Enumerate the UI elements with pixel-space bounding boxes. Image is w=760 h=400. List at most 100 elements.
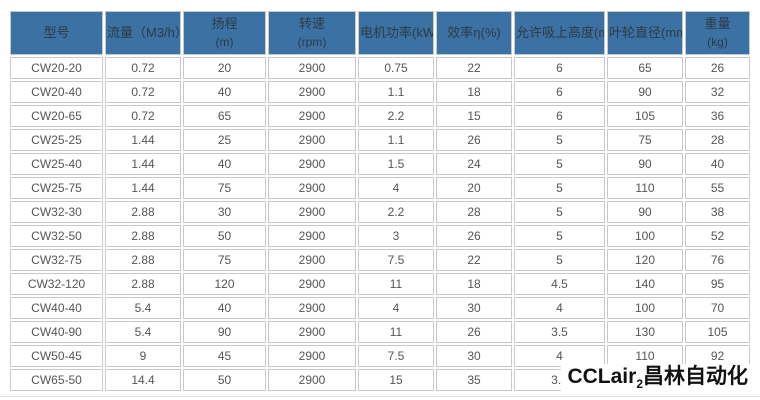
table-cell: 6 bbox=[514, 57, 605, 79]
table-cell: 2900 bbox=[268, 345, 356, 367]
table-cell: 55 bbox=[685, 177, 750, 199]
table-cell: 2900 bbox=[268, 81, 356, 103]
table-cell: 75 bbox=[607, 129, 683, 151]
table-cell: 14.4 bbox=[105, 369, 181, 391]
bottom-divider bbox=[0, 396, 760, 397]
table-cell: 45 bbox=[183, 345, 266, 367]
table-cell: 11 bbox=[358, 321, 434, 343]
table-cell: 2.88 bbox=[105, 249, 181, 271]
table-cell: 25 bbox=[183, 129, 266, 151]
table-cell: 5.4 bbox=[105, 321, 181, 343]
table-cell: CW32-75 bbox=[10, 249, 103, 271]
table-cell: CW32-30 bbox=[10, 201, 103, 223]
column-header: 型号 bbox=[10, 11, 103, 55]
table-cell: 30 bbox=[436, 297, 512, 319]
column-header-line1: 转速 bbox=[298, 15, 325, 31]
table-row: CW50-45 9 45 2900 7.5 30 4 110 92 bbox=[10, 345, 750, 367]
table-cell: 1.1 bbox=[358, 81, 434, 103]
table-cell: 28 bbox=[685, 129, 750, 151]
table-cell: 9 bbox=[105, 345, 181, 367]
table-cell: 140 bbox=[607, 273, 683, 295]
table-cell: 90 bbox=[183, 321, 266, 343]
column-header-line2: (kg) bbox=[707, 34, 728, 49]
table-cell: 52 bbox=[685, 225, 750, 247]
table-cell: 90 bbox=[607, 81, 683, 103]
table-cell: 18 bbox=[436, 81, 512, 103]
table-cell: 2900 bbox=[268, 321, 356, 343]
table-cell: 2900 bbox=[268, 249, 356, 271]
table-cell: 36 bbox=[685, 105, 750, 127]
table-cell: 2.2 bbox=[358, 105, 434, 127]
table-cell: 7.5 bbox=[358, 249, 434, 271]
table-cell: 6 bbox=[514, 81, 605, 103]
table-cell: 4 bbox=[358, 297, 434, 319]
column-header: 转速 (rpm) bbox=[268, 11, 356, 55]
table-cell: 4 bbox=[358, 177, 434, 199]
pump-spec-table: 型号 流量（M3/h） 扬程 (m) 转速 (rpm) 电机功率(kW) 效率η(%) 允许吸上… bbox=[8, 9, 752, 393]
table-cell: 1.44 bbox=[105, 153, 181, 175]
table-cell: 0.72 bbox=[105, 57, 181, 79]
table-cell: CW40-90 bbox=[10, 321, 103, 343]
table-cell: 38 bbox=[685, 201, 750, 223]
table-cell: 5 bbox=[514, 249, 605, 271]
table-cell: 105 bbox=[607, 105, 683, 127]
table-cell: CW40-40 bbox=[10, 297, 103, 319]
table-row: CW32-30 2.88 30 2900 2.2 28 5 90 38 bbox=[10, 201, 750, 223]
table-cell: 2900 bbox=[268, 273, 356, 295]
table-cell: 0.75 bbox=[358, 57, 434, 79]
table-cell: 90 bbox=[607, 201, 683, 223]
table-cell: 5 bbox=[514, 225, 605, 247]
table-cell: 30 bbox=[436, 345, 512, 367]
table-cell: 2900 bbox=[268, 57, 356, 79]
column-header-line2: (rpm) bbox=[297, 34, 327, 49]
table-cell: 1.5 bbox=[358, 153, 434, 175]
table-cell: 2.88 bbox=[105, 225, 181, 247]
table-cell: CW25-40 bbox=[10, 153, 103, 175]
table-cell: 5 bbox=[514, 201, 605, 223]
table-cell: 40 bbox=[183, 81, 266, 103]
column-header-line1: 扬程 bbox=[211, 15, 238, 31]
column-header: 电机功率(kW) bbox=[358, 11, 434, 55]
table-cell: 0.72 bbox=[105, 81, 181, 103]
table-cell: 130 bbox=[607, 321, 683, 343]
table-row: CW32-120 2.88 120 2900 11 18 4.5 140 95 bbox=[10, 273, 750, 295]
table-cell: CW20-20 bbox=[10, 57, 103, 79]
table-cell: 26 bbox=[685, 57, 750, 79]
table-cell: CW25-25 bbox=[10, 129, 103, 151]
table-cell: 20 bbox=[436, 177, 512, 199]
table-cell: 2.88 bbox=[105, 201, 181, 223]
table-cell: 3 bbox=[358, 225, 434, 247]
table-cell: CW32-50 bbox=[10, 225, 103, 247]
table-cell: 4.5 bbox=[514, 273, 605, 295]
table-cell: 1.44 bbox=[105, 177, 181, 199]
table-cell: 100 bbox=[607, 297, 683, 319]
table-cell: CW20-40 bbox=[10, 81, 103, 103]
header-row: 型号 流量（M3/h） 扬程 (m) 转速 (rpm) 电机功率(kW) 效率η(%) 允许吸上… bbox=[10, 11, 750, 55]
column-header: 效率η(%) bbox=[436, 11, 512, 55]
watermark-subscript: 2 bbox=[636, 377, 643, 392]
table-cell: 7.5 bbox=[358, 345, 434, 367]
table-cell: 40 bbox=[685, 153, 750, 175]
table-cell: 15 bbox=[358, 369, 434, 391]
column-header-line1: 流量（M3/h） bbox=[107, 24, 181, 40]
column-header: 叶轮直径(mm) bbox=[607, 11, 683, 55]
table-cell: 18 bbox=[436, 273, 512, 295]
table-cell: CW65-50 bbox=[10, 369, 103, 391]
table-cell: 1.1 bbox=[358, 129, 434, 151]
table-cell: 65 bbox=[607, 57, 683, 79]
table-cell: 20 bbox=[183, 57, 266, 79]
table-row: CW25-25 1.44 25 2900 1.1 26 5 75 28 bbox=[10, 129, 750, 151]
table-cell: 2900 bbox=[268, 225, 356, 247]
table-cell: 110 bbox=[607, 177, 683, 199]
table-row: CW20-65 0.72 65 2900 2.2 15 6 105 36 bbox=[10, 105, 750, 127]
table-cell: 105 bbox=[685, 321, 750, 343]
table-cell: 28 bbox=[436, 201, 512, 223]
table-cell: 24 bbox=[436, 153, 512, 175]
table-cell: 22 bbox=[436, 57, 512, 79]
table-body: CW20-20 0.72 20 2900 0.75 22 6 65 26 CW20-40 0.72 4… bbox=[10, 57, 750, 391]
table-header: 型号 流量（M3/h） 扬程 (m) 转速 (rpm) 电机功率(kW) 效率η(%) 允许吸上… bbox=[10, 11, 750, 55]
table-row: CW25-40 1.44 40 2900 1.5 24 5 90 40 bbox=[10, 153, 750, 175]
table-row: CW40-40 5.4 40 2900 4 30 4 100 70 bbox=[10, 297, 750, 319]
table-row: CW20-20 0.72 20 2900 0.75 22 6 65 26 bbox=[10, 57, 750, 79]
